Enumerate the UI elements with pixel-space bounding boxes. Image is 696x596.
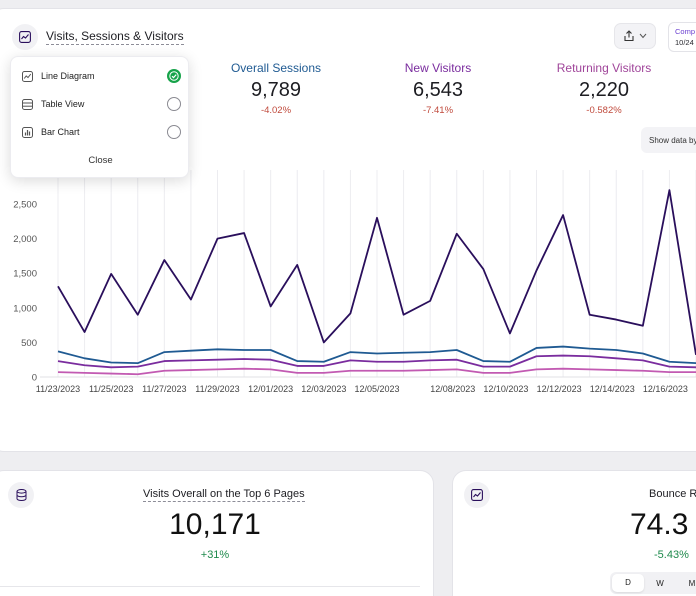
pages-card-change: +31% [200, 549, 230, 561]
compare-date: 10/24 [675, 38, 694, 47]
database-icon [16, 489, 26, 501]
table-icon [21, 98, 33, 110]
show-data-by-button[interactable]: Show data by [641, 127, 696, 153]
period-week[interactable]: W [656, 578, 664, 588]
stat-returning-visitors: Returning Visitors 2,220 -0.582% [524, 61, 684, 116]
x-tick-label: 12/03/2023 [301, 384, 346, 394]
x-tick-label: 12/01/2023 [248, 384, 293, 394]
y-tick-label: 2,500 [13, 200, 37, 211]
stat-label: Returning Visitors [556, 61, 652, 75]
radio-checked[interactable] [167, 69, 181, 83]
compare-label: Comp [675, 27, 696, 36]
x-tick-label: 11/29/2023 [195, 384, 239, 394]
line-chart-icon [19, 31, 31, 43]
divider [0, 586, 420, 587]
close-button[interactable]: Close [88, 155, 113, 166]
card-title[interactable]: Visits, Sessions & Visitors [46, 29, 184, 45]
line-chart-icon [21, 70, 33, 82]
pages-card-title[interactable]: Visits Overall on the Top 6 Pages [143, 488, 305, 502]
line-chart-icon [471, 489, 483, 501]
x-tick-label: 12/05/2023 [354, 384, 399, 394]
bounce-card-title[interactable]: Bounce R [649, 488, 696, 500]
stat-value: 6,543 [412, 79, 464, 101]
y-tick-label: 2,000 [13, 234, 37, 245]
x-tick-label: 11/27/2023 [142, 384, 186, 394]
stat-change: -4.02% [260, 105, 292, 116]
series-line [57, 189, 696, 355]
option-label: Bar Chart [41, 127, 80, 137]
period-selector: D W M [610, 572, 696, 594]
share-icon [624, 30, 634, 42]
chart-type-dropdown: Line Diagram Table View [10, 56, 189, 178]
bounce-card-change: -5.43% [654, 549, 689, 561]
radio-unchecked[interactable] [167, 125, 181, 139]
stat-change: -0.582% [586, 105, 622, 116]
chart-type-toggle[interactable] [12, 24, 38, 50]
option-label: Table View [41, 99, 85, 109]
y-tick-label: 1,000 [13, 303, 37, 314]
stat-new-visitors: New Visitors 6,543 -7.41% [358, 61, 518, 116]
period-day[interactable]: D [612, 574, 644, 592]
series-line [57, 367, 696, 376]
radio-unchecked[interactable] [167, 97, 181, 111]
y-tick-label: 0 [32, 373, 37, 384]
y-tick-label: 500 [21, 338, 37, 349]
chevron-down-icon [639, 33, 647, 39]
bounce-card-value: 74.3 [630, 508, 689, 541]
check-icon [169, 71, 179, 81]
top-pages-card [0, 470, 434, 596]
option-bar-chart[interactable]: Bar Chart [21, 122, 181, 142]
pages-card-value: 10,171 [169, 508, 261, 541]
x-tick-label: 12/16/2023 [643, 384, 688, 394]
stat-value: 2,220 [578, 79, 630, 101]
stat-value: 9,789 [250, 79, 302, 101]
option-table-view[interactable]: Table View [21, 94, 181, 114]
bounce-card-icon-button[interactable] [464, 482, 490, 508]
option-label: Line Diagram [41, 71, 95, 81]
stat-label: New Visitors [404, 61, 472, 75]
stat-overall-sessions: Overall Sessions 9,789 -4.02% [196, 61, 356, 116]
series-line [57, 345, 696, 365]
x-tick-label: 12/08/2023 [430, 384, 475, 394]
stat-label: Overall Sessions [230, 61, 322, 75]
pages-card-icon-button[interactable] [8, 482, 34, 508]
stat-change: -7.41% [422, 105, 454, 116]
x-tick-label: 12/14/2023 [590, 384, 635, 394]
x-tick-label: 12/12/2023 [537, 384, 582, 394]
line-chart: 0 500 1,000 1,500 2,000 2,500 11/23/2023 11/25/… [13, 170, 696, 394]
export-button[interactable] [614, 23, 656, 49]
period-month[interactable]: M [688, 578, 696, 588]
x-tick-label: 11/25/2023 [89, 384, 133, 394]
series-line [57, 354, 696, 369]
x-tick-label: 11/23/2023 [36, 384, 80, 394]
option-line-diagram[interactable]: Line Diagram [21, 66, 181, 86]
bar-chart-icon [21, 126, 33, 138]
y-tick-label: 1,500 [13, 269, 37, 280]
compare-selector[interactable]: Comp 10/24 [668, 22, 696, 52]
x-tick-label: 12/10/2023 [483, 384, 528, 394]
